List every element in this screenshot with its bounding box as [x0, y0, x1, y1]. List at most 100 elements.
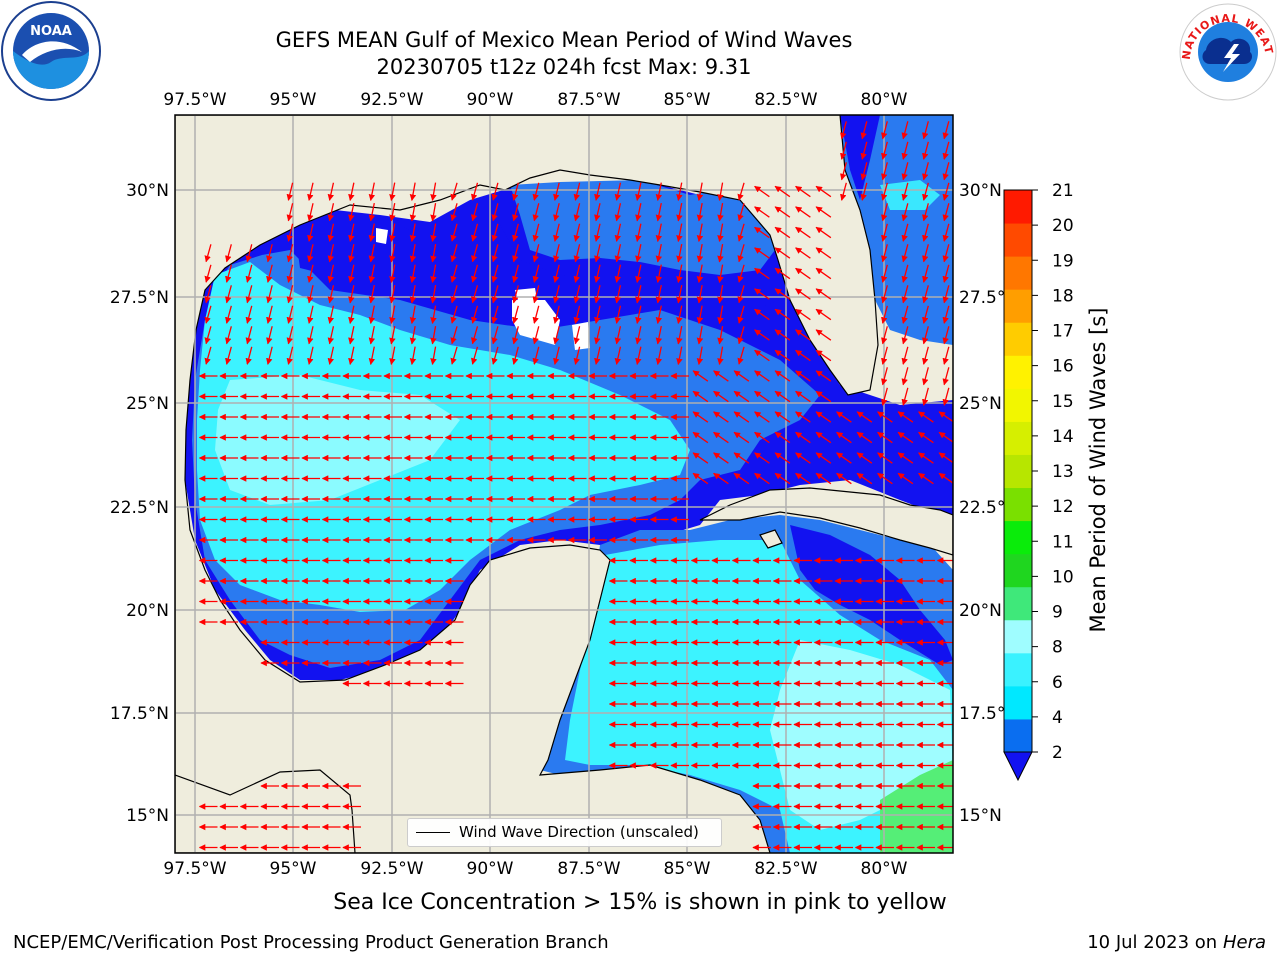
wind-wave-arrow [774, 329, 791, 341]
wind-wave-arrow [225, 244, 232, 263]
wind-wave-arrow [594, 203, 601, 222]
wind-wave-arrow [676, 223, 683, 242]
wind-wave-arrow [430, 326, 437, 345]
wind-wave-arrow [532, 264, 540, 283]
wind-wave-arrow [409, 264, 417, 283]
wind-wave-arrow [754, 308, 770, 321]
lon-tick-label: 80°W [861, 859, 908, 879]
wind-wave-arrow [901, 121, 909, 140]
wind-wave-arrow [815, 185, 832, 198]
wind-wave-arrow [922, 244, 929, 263]
nws-logo: NATIONAL WEATHER SERVICE [1176, 0, 1277, 101]
wind-wave-arrow [676, 264, 683, 283]
wind-wave-arrow [733, 452, 750, 464]
noaa-logo: NOAA [1, 1, 101, 101]
wind-wave-arrow [594, 182, 601, 201]
wind-wave-arrow [774, 452, 791, 464]
wind-wave-arrow [737, 264, 745, 283]
wind-wave-arrow [655, 285, 663, 304]
wind-wave-arrow [491, 203, 499, 222]
wind-wave-arrow [676, 326, 683, 345]
wind-wave-arrow [635, 285, 642, 304]
wind-wave-arrow [286, 326, 294, 345]
wind-wave-arrow [897, 431, 914, 444]
wind-wave-arrow [881, 121, 888, 140]
wind-wave-arrow [286, 264, 294, 283]
lon-tick-label: 90°W [467, 859, 514, 879]
wind-wave-arrow [881, 182, 888, 201]
wind-wave-arrow [573, 203, 581, 222]
wind-wave-arrow [348, 285, 355, 304]
lat-tick-label: 17.5°N [959, 704, 1018, 724]
gulf-light-patch [215, 375, 460, 505]
wind-wave-arrow [922, 387, 929, 406]
wind-wave-arrow [795, 370, 811, 382]
wind-wave-arrow [327, 182, 335, 201]
wind-wave-arrow [901, 223, 909, 242]
wind-wave-arrow [450, 203, 458, 222]
lon-tick-label: 97.5°W [163, 90, 226, 110]
footer-credit: NCEP/EMC/Verification Post Processing Pr… [13, 932, 609, 953]
lon-tick-label: 85°W [664, 859, 711, 879]
wind-wave-arrow [774, 247, 791, 259]
colorbar-segment [1004, 256, 1032, 290]
lat-tick-label: 17.5°N [110, 704, 169, 724]
wind-wave-arrow [286, 182, 294, 201]
wind-wave-arrow [840, 141, 847, 160]
colorbar-label: Mean Period of Wind Waves [s] [1086, 307, 1110, 633]
wind-wave-arrow [573, 326, 581, 345]
wind-wave-arrow [881, 264, 888, 283]
wind-wave-arrow [897, 411, 914, 423]
wind-wave-arrow [881, 305, 888, 324]
wind-wave-arrow [348, 203, 355, 222]
wind-wave-arrow [713, 370, 729, 382]
wind-wave-arrow [512, 244, 519, 263]
isla-juventud [759, 529, 783, 549]
wind-wave-arrow [922, 346, 929, 365]
wind-wave-arrow [877, 431, 893, 444]
wind-wave-arrow [532, 346, 540, 365]
wind-wave-arrow [409, 326, 417, 345]
lon-tick-label: 92.5°W [360, 90, 423, 110]
wind-wave-arrow [614, 203, 622, 222]
wind-wave-arrow [553, 264, 560, 283]
wind-wave-arrow [754, 288, 770, 300]
wind-wave-arrow [409, 285, 417, 304]
wind-wave-arrow [676, 182, 683, 201]
wind-wave-arrow [307, 285, 314, 304]
wind-wave-arrow [532, 244, 540, 263]
wind-wave-arrow [471, 203, 479, 222]
wind-wave-arrow [655, 264, 663, 283]
colorbar-segment [1004, 718, 1032, 753]
wind-wave-arrow [942, 203, 950, 222]
wind-wave-arrow [774, 370, 791, 382]
wind-wave-arrow [836, 431, 852, 444]
wind-wave-arrow [713, 431, 729, 444]
wind-wave-arrow [368, 326, 376, 345]
wind-wave-arrow [553, 203, 560, 222]
lat-tick-label: 27.5°N [959, 288, 1018, 308]
wind-wave-arrow [389, 285, 396, 304]
upper-shelf-deep [295, 212, 780, 315]
colorbar-tick-label: 14 [1052, 427, 1074, 447]
wind-wave-arrow [614, 326, 622, 345]
atlantic-blue [840, 115, 953, 345]
wind-wave-arrow [717, 244, 724, 263]
lat-tick-label: 15°N [959, 806, 1002, 826]
wind-wave-arrow [942, 264, 950, 283]
wind-wave-arrow [491, 244, 499, 263]
wind-wave-arrow [204, 305, 212, 324]
wind-wave-arrow [491, 264, 499, 283]
wind-wave-arrow [696, 346, 704, 365]
wind-wave-arrow [815, 247, 832, 259]
wind-wave-arrow [737, 285, 745, 304]
wind-wave-arrow [901, 285, 909, 304]
wind-wave-arrow [307, 326, 314, 345]
wind-wave-arrow [840, 182, 847, 201]
wind-wave-arrow [614, 346, 622, 365]
wind-wave-arrow [594, 326, 601, 345]
wind-wave-arrow [368, 305, 376, 324]
wind-wave-arrow [553, 182, 560, 201]
wind-wave-arrow [532, 182, 540, 201]
wind-wave-arrow [774, 472, 791, 485]
